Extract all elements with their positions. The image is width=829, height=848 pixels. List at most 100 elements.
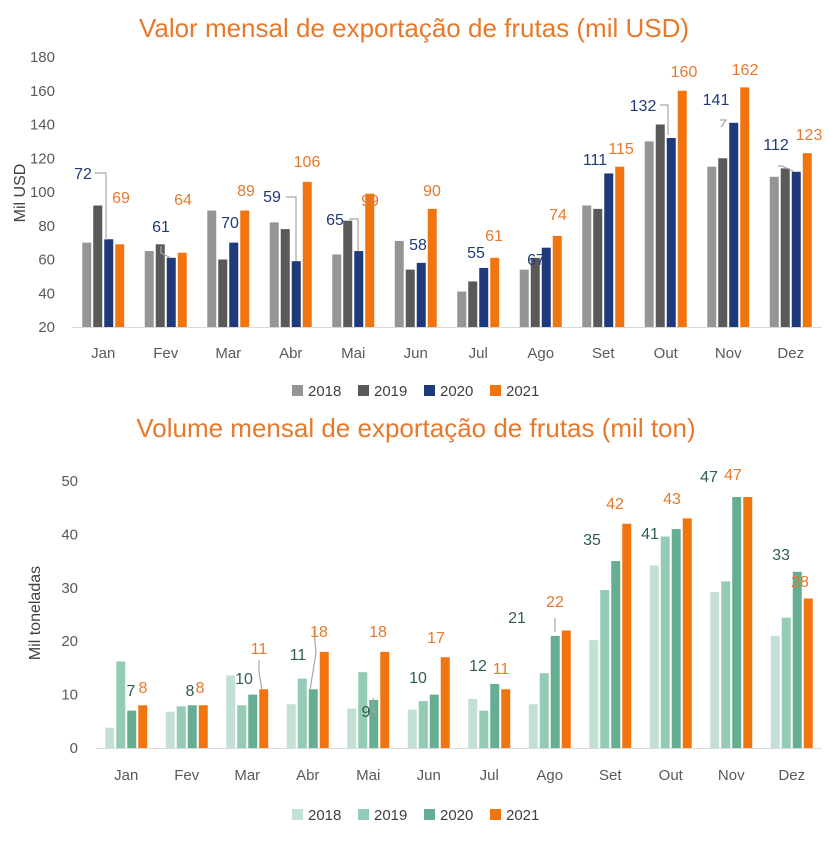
chart1-bar-2021-set (615, 166, 625, 327)
chart1-bar-2020-nov (729, 122, 739, 327)
chart2-bar-2018-jan (105, 727, 115, 748)
chart1-bar-2018-nov (707, 166, 717, 327)
chart1-title: Valor mensal de exportação de frutas (mi… (139, 13, 689, 43)
chart2-bar-2018-jul (468, 698, 478, 748)
chart1-bar-2020-mar (229, 242, 239, 327)
chart1-data-label-2021-ago: 74 (549, 207, 567, 224)
chart1-y-tick-label: 180 (30, 49, 55, 66)
chart2-y-axis-label: Mil toneladas (27, 566, 44, 660)
chart2-bar-2020-nov (732, 497, 742, 748)
chart1-data-label-2021-jul: 61 (485, 228, 503, 245)
chart2-bar-2018-ago (528, 704, 538, 748)
chart2-x-tick-label: Jul (480, 767, 499, 784)
chart1-bar-2019-dez (780, 168, 790, 327)
chart2-x-tick-label: Fev (174, 767, 200, 784)
chart2-x-tick-label: Mar (234, 767, 260, 784)
chart1-x-tick-label: Mai (341, 345, 365, 362)
chart1-data-label-2021-abr: 106 (294, 154, 321, 171)
chart1-y-tick-label: 80 (38, 218, 55, 235)
chart1-leader-line (160, 246, 172, 259)
chart1-bar-2019-nov (718, 158, 728, 327)
chart1-bar-2021-ago (552, 235, 562, 327)
chart2-legend: 2018 2019 2020 2021 (292, 807, 539, 824)
chart1-bar-2021-jan (115, 244, 125, 327)
chart2-bar-2019-mar (237, 705, 247, 748)
chart1-y-tick-label: 160 (30, 83, 55, 100)
chart1-x-tick-label: Out (654, 345, 679, 362)
chart1-data-label-2021-nov: 162 (732, 62, 759, 79)
chart1-y-tick-label: 100 (30, 184, 55, 201)
chart1-x-tick-label: Ago (527, 345, 554, 362)
chart1-bar-2021-jul (490, 257, 500, 327)
chart2-bar-2020-abr (308, 689, 318, 748)
chart1-bar-2019-out (655, 124, 665, 327)
chart2-data-label-2021-fev: 8 (196, 680, 205, 697)
chart2-data-label-2020-ago: 21 (508, 610, 526, 627)
chart1-x-tick-label: Jun (404, 345, 428, 362)
chart1-bar-2021-fev (177, 252, 187, 327)
chart2-y-tick-label: 20 (61, 633, 78, 650)
chart2-bar-2021-out (682, 518, 692, 748)
chart1-x-tick-label: Set (592, 345, 615, 362)
chart1-x-tick-label: Jan (91, 345, 115, 362)
chart2-data-label-2020-mai: 9 (362, 704, 371, 721)
chart2-bar-2021-jun (440, 657, 450, 748)
chart2-bar-2020-mai (369, 699, 379, 748)
chart1-x-tick-label: Abr (279, 345, 302, 362)
chart1-bar-2020-mai (354, 251, 364, 327)
chart2-bar-2018-mai (347, 708, 357, 748)
chart1-bar-2018-jan (82, 242, 92, 327)
chart1-legend: 2018 2019 2020 2021 (292, 383, 539, 400)
chart1-bar-2020-dez (791, 171, 801, 327)
chart2-y-tick-label: 30 (61, 580, 78, 597)
chart2-x-tick-label: Abr (296, 767, 319, 784)
chart2-y-tick-label: 10 (61, 687, 78, 704)
chart1-data-label-2020-set: 111 (583, 152, 607, 169)
chart2-y-tick-label: 0 (70, 740, 78, 757)
chart2-y-tick-label: 50 (61, 473, 78, 490)
chart2-y-tick-label: 40 (61, 526, 78, 543)
chart1-bar-2018-abr (269, 222, 279, 327)
chart2-bar-2019-fev (176, 706, 186, 748)
chart1-y-tick-label: 60 (38, 252, 55, 269)
chart1-bar-2018-mar (207, 210, 217, 327)
chart2-legend-swatch-2020 (424, 809, 435, 820)
chart1-data-label-2021-fev: 64 (174, 192, 192, 209)
chart1-data-label-2020-fev: 61 (152, 219, 170, 236)
chart2-data-label-2021-jul: 11 (493, 661, 510, 678)
chart2-bar-2021-abr (319, 651, 329, 748)
chart2-legend-swatch-2021 (490, 809, 501, 820)
chart1-bar-2021-nov (740, 87, 750, 327)
chart2-bar-2019-abr (297, 678, 307, 748)
chart1-y-axis-label: Mil USD (12, 164, 29, 223)
chart1-data-label-2021-set: 115 (608, 141, 634, 158)
chart2-legend-swatch-2019 (358, 809, 369, 820)
chart1-bar-2020-abr (291, 261, 301, 327)
chart2-data-label-2021-nov: 47 (724, 467, 742, 484)
chart2-x-tick-label: Jun (417, 767, 441, 784)
chart1-bar-2018-fev (144, 251, 154, 327)
chart2-bar-2021-set (622, 523, 632, 748)
chart1-data-label-2021-out: 160 (671, 64, 698, 81)
chart2-data-label-2021-ago: 22 (546, 594, 564, 611)
chart2-bar-2020-mar (248, 694, 258, 748)
chart2-bar-2021-jul (501, 689, 511, 748)
chart2-bar-2019-nov (721, 581, 731, 748)
chart2-data-label-2021-set: 42 (606, 496, 624, 513)
chart2-bar-2018-nov (710, 592, 720, 748)
chart2-title: Volume mensal de exportação de frutas (m… (136, 413, 695, 443)
chart2-leader-line (309, 629, 317, 691)
chart2-x-tick-label: Jan (114, 767, 138, 784)
chart1-data-label-2021-jan: 69 (112, 190, 130, 207)
chart1-bar-2020-set (604, 173, 614, 327)
chart1-leader-line (660, 104, 669, 135)
chart1-bar-2018-jul (457, 291, 467, 327)
chart2-leader-line (372, 698, 376, 713)
chart1-y-tick-label: 120 (30, 150, 55, 167)
chart1-data-label-2020-jul: 55 (467, 245, 485, 262)
chart2-bar-2021-mai (380, 651, 390, 748)
chart2-legend-label-2021: 2021 (506, 807, 539, 824)
chart2-bar-2021-ago (561, 630, 571, 748)
chart2-data-label-2020-jan: 7 (127, 683, 136, 700)
